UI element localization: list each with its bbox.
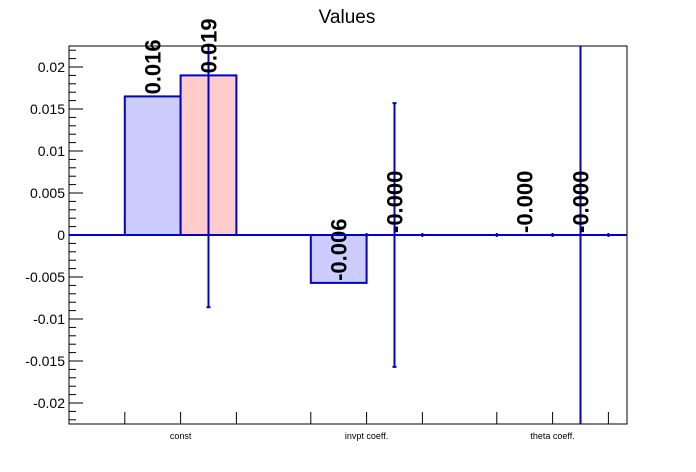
value-label: -0.000	[569, 171, 594, 233]
x-tick-label: const	[170, 431, 192, 441]
y-tick-label: -0.005	[25, 269, 65, 285]
chart-title: Values	[319, 7, 376, 28]
x-tick-label: invpt coeff.	[345, 431, 388, 441]
value-label: -0.006	[327, 218, 352, 280]
value-label: -0.000	[513, 171, 538, 233]
y-tick-label: -0.015	[25, 353, 65, 369]
plot-area: -0.02 -0.015 -0.01 -0.005 0 0.005 0.01 0.015 0.0…	[25, 18, 628, 441]
y-tick-label: 0	[57, 227, 65, 243]
value-label: -0.000	[383, 171, 408, 233]
value-label: 0.019	[197, 18, 222, 73]
y-tick-label: 0.01	[38, 143, 65, 159]
y-tick-label: -0.01	[33, 311, 65, 327]
value-label: 0.016	[141, 39, 166, 94]
x-tick-label: theta coeff.	[530, 431, 574, 441]
y-tick-label: 0.02	[38, 59, 65, 75]
y-tick-label: 0.005	[30, 185, 65, 201]
y-tick-label: 0.015	[30, 101, 65, 117]
bar	[123, 95, 182, 237]
y-tick-label: -0.02	[33, 395, 65, 411]
